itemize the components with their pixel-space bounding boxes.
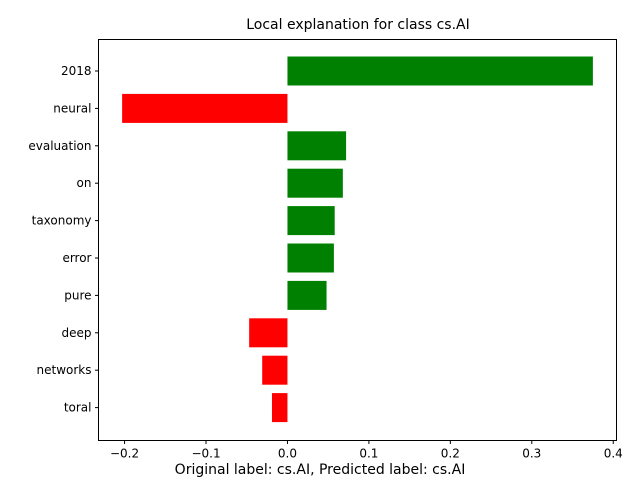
bar-deep xyxy=(249,318,288,348)
bar-evaluation xyxy=(287,131,347,161)
y-tick-label: on xyxy=(77,176,92,190)
bar-taxonomy xyxy=(287,206,335,236)
y-tick-label: 2018 xyxy=(61,64,92,78)
y-tick-label: evaluation xyxy=(28,139,91,153)
plot-frame xyxy=(98,39,617,441)
x-tick-label: 0.4 xyxy=(604,447,623,461)
x-tick-label: −0.2 xyxy=(110,447,139,461)
bar-networks xyxy=(262,355,288,385)
bars-group xyxy=(122,56,593,423)
bar-pure xyxy=(287,280,327,310)
y-axis-ticks: 2018 neural evaluation on taxonomy error pure d… xyxy=(28,64,99,415)
x-tick-label: 0.3 xyxy=(522,447,541,461)
bar-on xyxy=(287,168,343,198)
bar-error xyxy=(287,243,334,273)
x-tick-label: −0.1 xyxy=(191,447,220,461)
x-tick-label: 0.2 xyxy=(441,447,460,461)
bar-neural xyxy=(122,93,288,123)
y-tick-label: pure xyxy=(64,288,91,302)
y-tick-label: taxonomy xyxy=(32,214,92,228)
bar-2018 xyxy=(287,56,593,86)
y-tick-label: toral xyxy=(64,401,92,415)
chart-caption: Original label: cs.AI, Predicted label: … xyxy=(175,462,466,478)
y-tick-label: neural xyxy=(53,101,91,115)
y-tick-label: error xyxy=(62,251,91,265)
y-tick-label: networks xyxy=(37,363,92,377)
y-tick-label: deep xyxy=(62,326,92,340)
x-axis-ticks: −0.2 −0.1 0.0 0.1 0.2 0.3 0.4 xyxy=(110,440,623,461)
chart-title: Local explanation for class cs.AI xyxy=(246,17,470,33)
x-tick-label: 0.1 xyxy=(359,447,378,461)
bar-toral xyxy=(271,393,288,423)
x-tick-label: 0.0 xyxy=(278,447,297,461)
